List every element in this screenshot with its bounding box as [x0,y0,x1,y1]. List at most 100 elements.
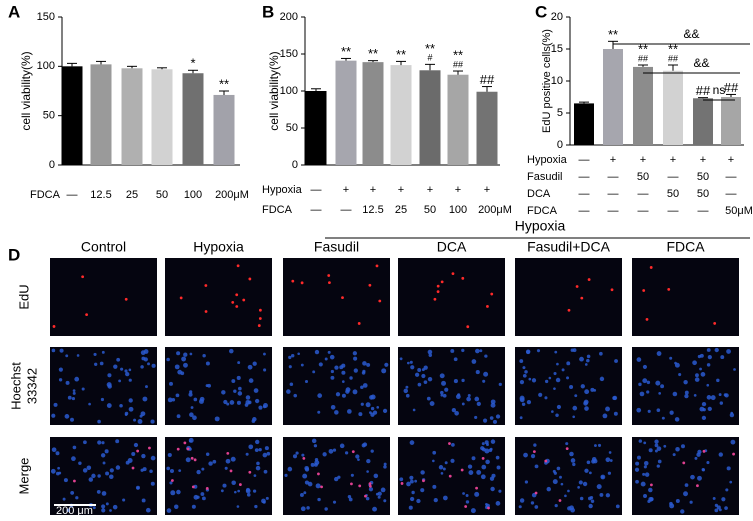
cell-nucleus [133,418,137,422]
cell-nucleus [602,413,608,419]
cell-nucleus [254,398,260,404]
cell-nucleus [381,368,387,374]
cell-nucleus [370,406,375,411]
edu-cell [461,276,465,280]
cell-nucleus [109,474,114,480]
cell-nucleus [171,397,176,402]
cell-nucleus [726,349,731,354]
cell-nucleus [131,451,136,456]
cell-nucleus [141,453,146,459]
edu-cell [204,284,208,287]
cell-nucleus [258,405,263,410]
row-label: Fasudil [527,171,562,183]
cell-nucleus [572,462,576,467]
cell-nucleus [352,389,358,395]
cell-nucleus [461,402,465,406]
cell-nucleus [409,440,415,445]
cell-nucleus [53,402,58,407]
row-label: Hoechst [8,362,23,410]
y-tick-label: 10 [551,75,563,87]
cell-nucleus [303,491,307,495]
bar [121,68,143,165]
cell-nucleus [96,490,101,494]
cell-nucleus [262,452,268,458]
cell-nucleus [193,397,198,402]
micrograph [165,347,272,425]
cell-nucleus [408,505,413,510]
cell-nucleus [699,353,704,358]
edu-cell [248,277,252,281]
cell-nucleus [314,460,320,466]
edu-cell [610,288,614,292]
cell-nucleus [442,393,447,398]
cell-nucleus [399,477,404,482]
cell-nucleus [288,355,292,360]
micrograph-background [398,347,505,425]
edu-cell [351,450,355,454]
cell-nucleus [339,443,345,449]
cell-nucleus [694,377,700,382]
cell-nucleus [67,395,72,400]
cell-nucleus [330,375,335,380]
cell-nucleus [544,396,548,400]
row-label: Hypoxia [262,184,303,196]
cell-nucleus [107,373,112,378]
cell-nucleus [607,471,612,475]
cell-nucleus [205,361,210,366]
row-value: — [668,171,679,183]
cell-nucleus [324,357,328,361]
cell-nucleus [399,357,403,361]
cell-nucleus [468,470,474,476]
cell-nucleus [360,402,364,406]
edu-cell [205,487,209,490]
edu-cell [587,278,591,281]
cell-nucleus [451,408,457,413]
edu-cell [191,485,195,489]
row-value: — [668,205,679,217]
row-value: — [579,205,590,217]
edu-cell [235,293,239,297]
cell-nucleus [58,378,63,382]
cell-nucleus [707,406,712,412]
cell-nucleus [334,410,339,415]
edu-cell [682,461,686,465]
row-value: + [343,184,349,196]
cell-nucleus [220,489,224,493]
cell-nucleus [253,474,257,478]
cell-nucleus [530,453,536,459]
cell-nucleus [334,365,339,370]
cell-nucleus [479,349,483,353]
cell-nucleus [365,496,370,501]
cell-nucleus [128,368,132,372]
column-label: Control [81,239,126,255]
bar [476,91,498,165]
cell-nucleus [714,508,719,513]
cell-nucleus [657,459,662,464]
cell-nucleus [577,486,580,489]
cell-nucleus [699,367,702,371]
cell-nucleus [582,481,588,487]
edu-cell [649,266,653,269]
cell-nucleus [141,498,146,503]
cell-nucleus [300,506,306,512]
row-value: — [608,171,619,183]
bar [362,62,384,165]
cell-nucleus [655,380,661,386]
cell-nucleus [409,360,413,364]
cell-nucleus [362,383,368,388]
y-axis-label: EdU positive cells(%) [541,29,553,133]
cell-nucleus [438,465,444,470]
cell-nucleus [221,390,226,395]
cell-nucleus [64,414,70,419]
cell-nucleus [317,497,321,502]
cell-nucleus [263,368,267,372]
cell-nucleus [212,459,217,464]
cell-nucleus [166,357,170,362]
cell-nucleus [65,380,70,385]
edu-cell [204,310,208,313]
cell-nucleus [88,402,91,406]
micrograph [283,347,390,425]
edu-cell [171,479,174,482]
cell-nucleus [635,479,639,484]
cell-nucleus [700,372,706,377]
